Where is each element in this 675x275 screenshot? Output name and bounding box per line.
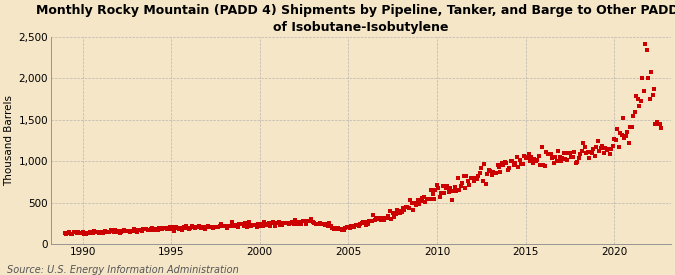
Title: Monthly Rocky Mountain (PADD 4) Shipments by Pipeline, Tanker, and Barge to Othe: Monthly Rocky Mountain (PADD 4) Shipment… [36,4,675,34]
Text: Source: U.S. Energy Information Administration: Source: U.S. Energy Information Administ… [7,265,238,275]
Y-axis label: Thousand Barrels: Thousand Barrels [4,95,14,186]
